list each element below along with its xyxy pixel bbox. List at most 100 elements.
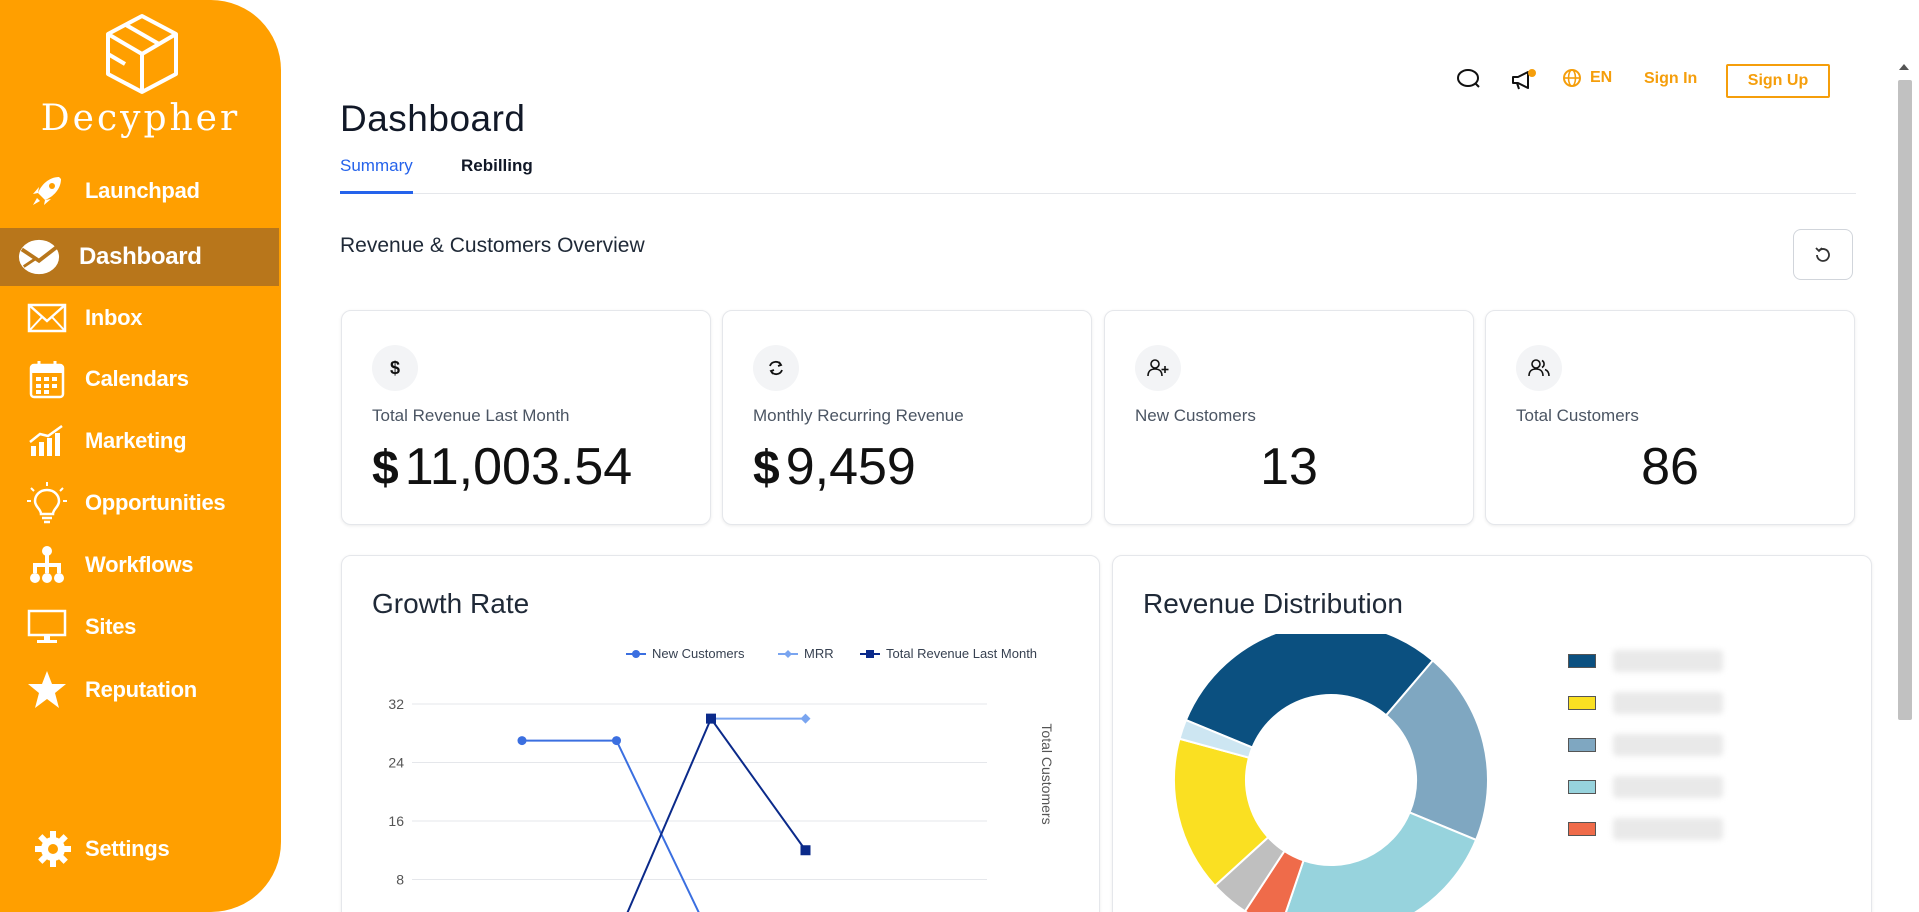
lightbulb-icon [26, 482, 68, 524]
pie-legend-item[interactable] [1568, 772, 1723, 802]
workflow-icon [26, 544, 68, 586]
sidebar-item-label: Marketing [85, 428, 187, 453]
legend-label: Total Revenue Last Month [886, 646, 1038, 661]
globe-icon [1563, 69, 1581, 87]
scrollbar-thumb[interactable] [1898, 80, 1912, 720]
sign-up-button[interactable]: Sign Up [1726, 64, 1830, 98]
stat-number: 9,459 [785, 438, 916, 496]
stat-label: Total Customers [1516, 406, 1639, 425]
sidebar-item-reputation[interactable]: Reputation [0, 661, 279, 719]
pie-legend-item[interactable] [1568, 688, 1723, 718]
rocket-icon [26, 170, 68, 212]
y-axis-label: Total Customers [1039, 723, 1055, 824]
pie-legend-item[interactable] [1568, 730, 1723, 760]
stat-value: $11,003.54 [372, 437, 632, 497]
legend-label-redacted [1613, 692, 1723, 714]
legend-item-new-customers[interactable]: New Customers [626, 646, 744, 661]
revenue-distribution-panel: Revenue Distribution [1112, 555, 1872, 912]
stat-card-mrr: Monthly Recurring Revenue $9,459 [722, 310, 1092, 525]
revenue-donut-chart [1173, 634, 1489, 912]
language-label: EN [1590, 69, 1613, 86]
sidebar-item-sites[interactable]: Sites [0, 598, 279, 656]
series-line [522, 739, 700, 912]
currency-symbol: $ [372, 442, 399, 495]
gear-icon [32, 828, 74, 870]
legend-swatch [1568, 822, 1596, 836]
sidebar-item-workflows[interactable]: Workflows [0, 536, 279, 594]
sidebar-item-dashboard[interactable]: Dashboard [0, 228, 279, 286]
legend-marker-diamond-icon [778, 649, 798, 658]
dollar-icon: $ [372, 345, 418, 391]
tab-summary[interactable]: Summary [340, 156, 413, 194]
legend-swatch [1568, 654, 1596, 668]
y-tick-label: 8 [396, 872, 404, 888]
recurring-icon [753, 345, 799, 391]
monitor-icon [26, 606, 68, 648]
series-line [626, 716, 807, 912]
currency-symbol: $ [753, 442, 780, 495]
refresh-icon [1815, 246, 1830, 262]
dashboard-icon [18, 236, 60, 278]
sidebar-item-inbox[interactable]: Inbox [0, 289, 279, 347]
growth-line-chart: 8 16 24 32 Total Customers [388, 696, 1055, 912]
data-point [517, 736, 527, 746]
revenue-distribution-title: Revenue Distribution [1143, 588, 1403, 619]
stat-label: New Customers [1135, 406, 1256, 425]
chart-icon [26, 420, 68, 462]
pie-legend-item[interactable] [1568, 814, 1723, 844]
search-icon[interactable] [1456, 68, 1482, 95]
donut-slice [1384, 659, 1489, 842]
topbar: EN Sign In Sign Up [1440, 62, 1840, 98]
sign-in-link[interactable]: Sign In [1644, 70, 1698, 87]
sidebar-item-marketing[interactable]: Marketing [0, 412, 279, 470]
data-point [706, 713, 716, 724]
megaphone-icon[interactable] [1510, 68, 1538, 97]
growth-rate-panel: Growth Rate New Customers MRR Total Reve… [341, 555, 1100, 912]
section-title: Revenue & Customers Overview [340, 234, 645, 257]
data-point [800, 845, 811, 856]
sidebar-item-opportunities[interactable]: Opportunities [0, 474, 279, 532]
stat-card-new-customers: New Customers 13 [1104, 310, 1474, 525]
stat-value: $9,459 [753, 437, 916, 497]
donut-slice [1284, 811, 1478, 912]
legend-item-mrr[interactable]: MRR [778, 646, 834, 661]
sidebar-item-label: Reputation [85, 677, 197, 702]
donut-slice [1184, 634, 1435, 749]
donut-slice [1178, 718, 1254, 759]
sidebar-item-calendars[interactable]: Calendars [0, 350, 279, 408]
legend-label: MRR [804, 646, 834, 661]
legend-swatch [1568, 780, 1596, 794]
sidebar-item-label: Calendars [85, 366, 189, 391]
sidebar-item-launchpad[interactable]: Launchpad [0, 162, 279, 220]
scroll-up-arrow-icon[interactable] [1899, 64, 1909, 70]
legend-label-redacted [1613, 734, 1723, 756]
pie-legend-item[interactable] [1568, 646, 1723, 676]
stat-card-total-customers: Total Customers 86 [1485, 310, 1855, 525]
star-icon [26, 669, 68, 711]
calendar-icon [26, 358, 68, 400]
stat-number: 11,003.54 [404, 438, 633, 496]
refresh-button[interactable] [1793, 229, 1853, 280]
sidebar-item-label: Opportunities [85, 490, 226, 515]
legend-swatch [1568, 738, 1596, 752]
mail-icon [26, 297, 68, 339]
data-point [612, 736, 621, 746]
sidebar-item-label: Sites [85, 614, 137, 639]
stat-label: Total Revenue Last Month [372, 406, 570, 425]
legend-marker-circle-icon [626, 649, 646, 658]
users-icon [1516, 345, 1562, 391]
y-tick-label: 16 [388, 813, 404, 829]
sidebar-item-settings[interactable]: Settings [0, 820, 279, 878]
legend-label-redacted [1613, 650, 1723, 672]
growth-rate-title: Growth Rate [372, 588, 530, 619]
legend-item-total-revenue[interactable]: Total Revenue Last Month [860, 646, 1037, 661]
legend-label-redacted [1613, 776, 1723, 798]
brand-name: Decypher [40, 98, 241, 139]
sidebar-item-label: Dashboard [79, 243, 202, 270]
tab-bar: Summary Rebilling [340, 150, 1856, 194]
stat-value: 13 [1260, 438, 1318, 496]
language-selector[interactable]: EN [1562, 68, 1612, 88]
tab-rebilling[interactable]: Rebilling [461, 156, 533, 175]
settings-label: Settings [85, 836, 170, 861]
y-tick-label: 32 [388, 696, 404, 712]
